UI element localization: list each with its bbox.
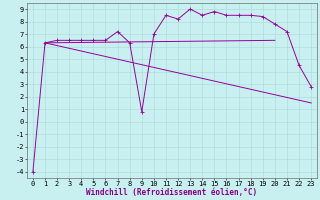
X-axis label: Windchill (Refroidissement éolien,°C): Windchill (Refroidissement éolien,°C): [86, 188, 258, 197]
